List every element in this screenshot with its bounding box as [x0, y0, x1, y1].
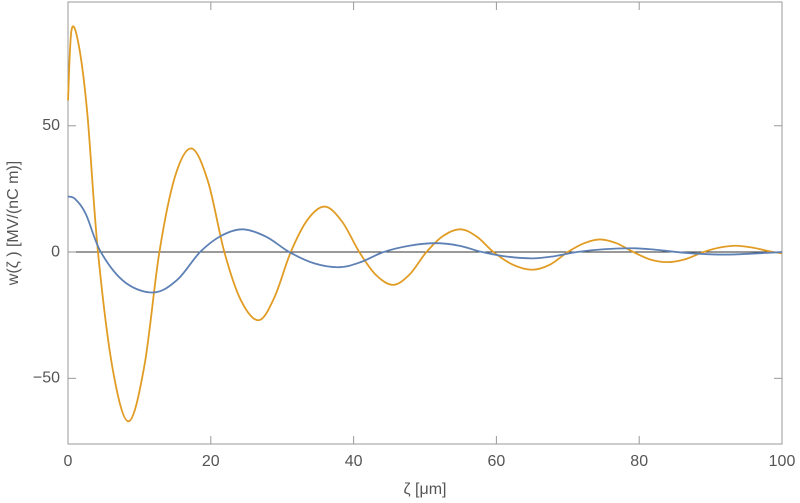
x-tick-label: 40: [345, 453, 363, 470]
y-tick-label: −50: [33, 370, 60, 387]
y-tick-label: 0: [51, 243, 60, 260]
x-tick-label: 100: [769, 453, 796, 470]
y-axis-label: w(ζ ) [MV/(nC m)]: [5, 161, 22, 286]
plot-frame: [67, 1, 783, 445]
x-tick-label: 80: [630, 453, 648, 470]
x-tick-label: 20: [202, 453, 220, 470]
y-tick-label: 50: [42, 117, 60, 134]
series-line: [67, 195, 783, 294]
series-line: [67, 25, 783, 423]
x-tick-label: 60: [488, 453, 506, 470]
x-tick-label: 0: [64, 453, 73, 470]
x-axis-label: ζ [μm]: [404, 481, 447, 498]
